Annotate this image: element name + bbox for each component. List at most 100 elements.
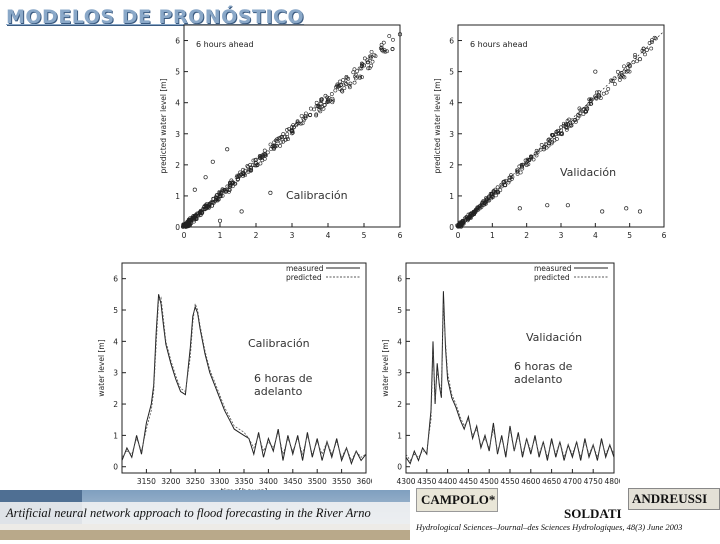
data-point [649, 46, 654, 51]
scatter-calibration-chart: 0 1 2 3 4 5 6 0 1 2 3 4 5 6 predicted water level [m] 6… [159, 24, 403, 240]
data-point [361, 63, 367, 68]
data-point [319, 97, 324, 102]
plot-annotation: 6 hours ahead [470, 40, 528, 49]
data-point [339, 82, 344, 87]
data-point [303, 115, 308, 120]
data-point [615, 69, 620, 74]
data-point [230, 181, 234, 186]
data-point [321, 106, 326, 111]
data-point [334, 85, 338, 90]
x-tick-label: 3500 [308, 477, 327, 486]
data-point [204, 206, 209, 211]
data-point [259, 154, 263, 159]
y-tick-label: 1 [449, 192, 454, 201]
data-point [515, 168, 519, 173]
data-point [312, 107, 316, 112]
x-tick-label: 4600 [521, 477, 540, 486]
data-point [619, 71, 624, 75]
data-point [379, 47, 385, 52]
y-tick-label: 6 [175, 37, 180, 46]
data-point [318, 109, 323, 114]
data-point [357, 66, 362, 71]
author-name: ANDREUSSI [632, 491, 708, 506]
data-point [534, 148, 539, 153]
y-tick-label: 5 [113, 306, 118, 315]
outlier-point [593, 69, 598, 74]
data-point [564, 125, 568, 130]
author-badge-soldati: SOLDATI [562, 504, 638, 526]
data-point [291, 125, 296, 130]
data-point [314, 113, 319, 118]
outlier-point [565, 203, 570, 208]
data-point [612, 76, 617, 81]
data-point [258, 161, 263, 166]
data-point [265, 150, 270, 155]
data-point [382, 48, 387, 53]
x-tick-label: 0 [182, 231, 187, 240]
data-point [338, 83, 343, 88]
data-point [196, 213, 201, 218]
y-tick-label: 3 [449, 130, 454, 139]
x-tick-label: 2 [524, 231, 529, 240]
y-tick-label: 5 [175, 68, 180, 77]
data-point [228, 180, 232, 185]
data-point [587, 97, 592, 102]
data-point [365, 58, 370, 63]
data-point [271, 145, 277, 150]
legend-label-predicted: predicted [286, 273, 322, 282]
data-point [457, 224, 462, 229]
data-point [285, 132, 290, 137]
x-tick-label: 3 [290, 231, 295, 240]
data-point [644, 47, 649, 52]
data-point [307, 113, 313, 118]
x-tick-label: 0 [456, 231, 461, 240]
data-point [501, 180, 506, 184]
data-point [594, 96, 599, 101]
data-point [216, 197, 221, 202]
legend-label-predicted: predicted [534, 273, 570, 282]
data-point [524, 162, 529, 167]
data-point [316, 104, 321, 109]
x-tick-label: 4300 [396, 477, 415, 486]
data-point [359, 63, 364, 68]
data-point [518, 170, 523, 175]
data-point [485, 197, 489, 201]
data-point [337, 87, 342, 91]
data-point [372, 53, 377, 58]
data-point [289, 128, 295, 133]
data-point [594, 90, 599, 95]
data-point [227, 187, 232, 192]
data-point [534, 153, 539, 158]
data-point [633, 55, 638, 60]
data-point [319, 99, 324, 104]
outlier-point [210, 159, 215, 164]
data-point [217, 190, 222, 194]
data-point [214, 197, 219, 202]
data-point [527, 158, 532, 163]
author-block: CAMPOLO* SOLDATI ANDREUSSI [412, 488, 720, 540]
y-tick-label: 2 [175, 161, 180, 170]
data-point [577, 106, 582, 111]
data-point [633, 53, 637, 57]
data-point [520, 166, 525, 171]
data-point [298, 121, 303, 126]
outlier-point [600, 209, 605, 214]
data-point [192, 219, 196, 224]
validation-lead-time: 6 horas de adelanto [514, 360, 580, 386]
data-point [473, 209, 478, 214]
author-badge-andreussi: ANDREUSSI [628, 488, 720, 510]
data-point [199, 210, 205, 216]
calibration-lead-time: 6 horas de adelanto [254, 372, 320, 398]
data-point [318, 101, 323, 106]
data-point [338, 79, 342, 84]
data-point [618, 75, 623, 80]
data-point [210, 199, 215, 204]
data-point [354, 73, 359, 77]
data-point [261, 152, 266, 157]
data-point [379, 45, 384, 50]
validation-label-bottom: Validación [526, 331, 583, 344]
data-point [330, 100, 335, 105]
x-tick-label: 4550 [500, 477, 519, 486]
y-axis-label: water level [m] [97, 339, 106, 396]
plot-frame [121, 262, 367, 474]
